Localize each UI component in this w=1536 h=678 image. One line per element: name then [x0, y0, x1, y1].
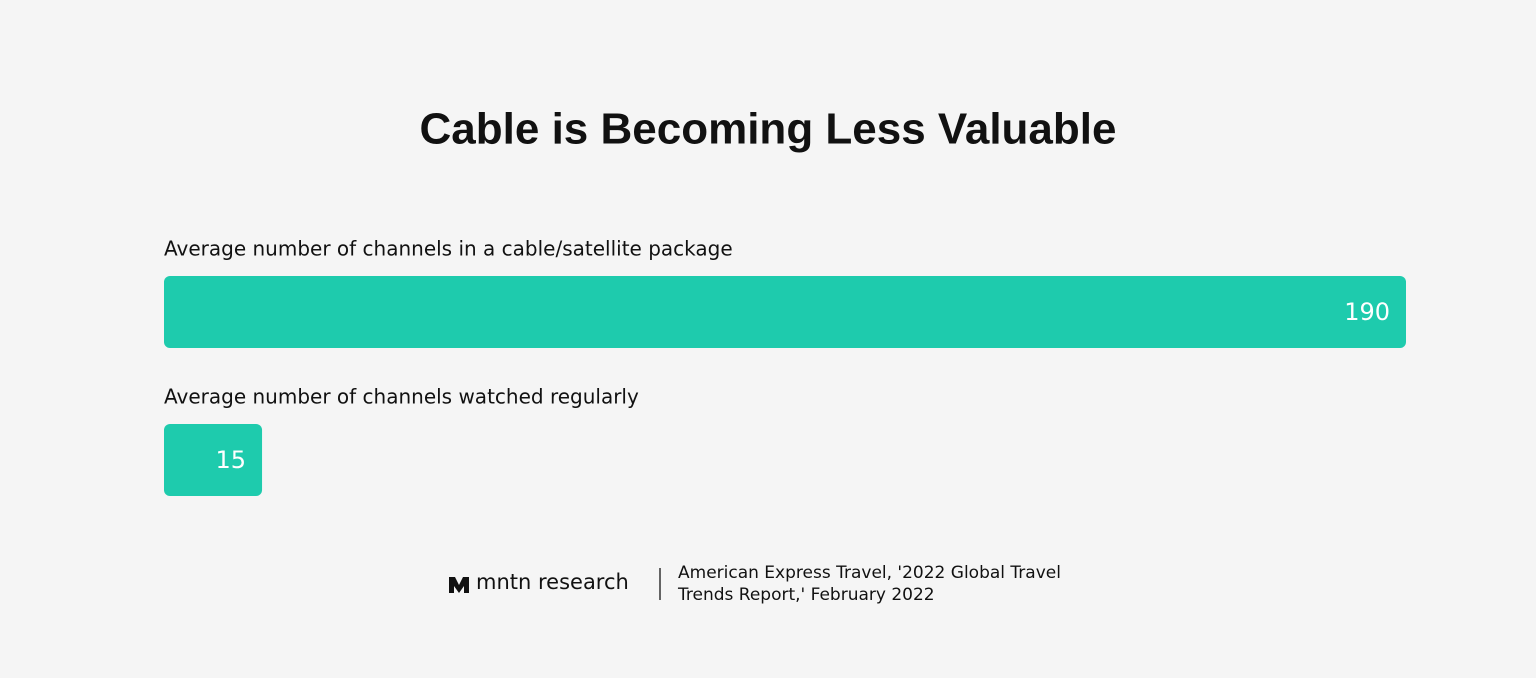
category-label: Average number of channels watched regul… — [164, 385, 639, 409]
value-label: 190 — [1344, 298, 1390, 326]
category-label: Average number of channels in a cable/sa… — [164, 237, 733, 261]
brand-logo — [449, 577, 469, 593]
source-line: American Express Travel, '2022 Global Tr… — [678, 563, 1061, 583]
bar — [164, 276, 1406, 348]
value-label: 15 — [216, 446, 247, 474]
bar — [164, 424, 263, 496]
brand: mntn research — [476, 570, 629, 594]
chart-title: Cable is Becoming Less Valuable — [420, 105, 1117, 154]
source-line: Trends Report,' February 2022 — [677, 585, 935, 605]
